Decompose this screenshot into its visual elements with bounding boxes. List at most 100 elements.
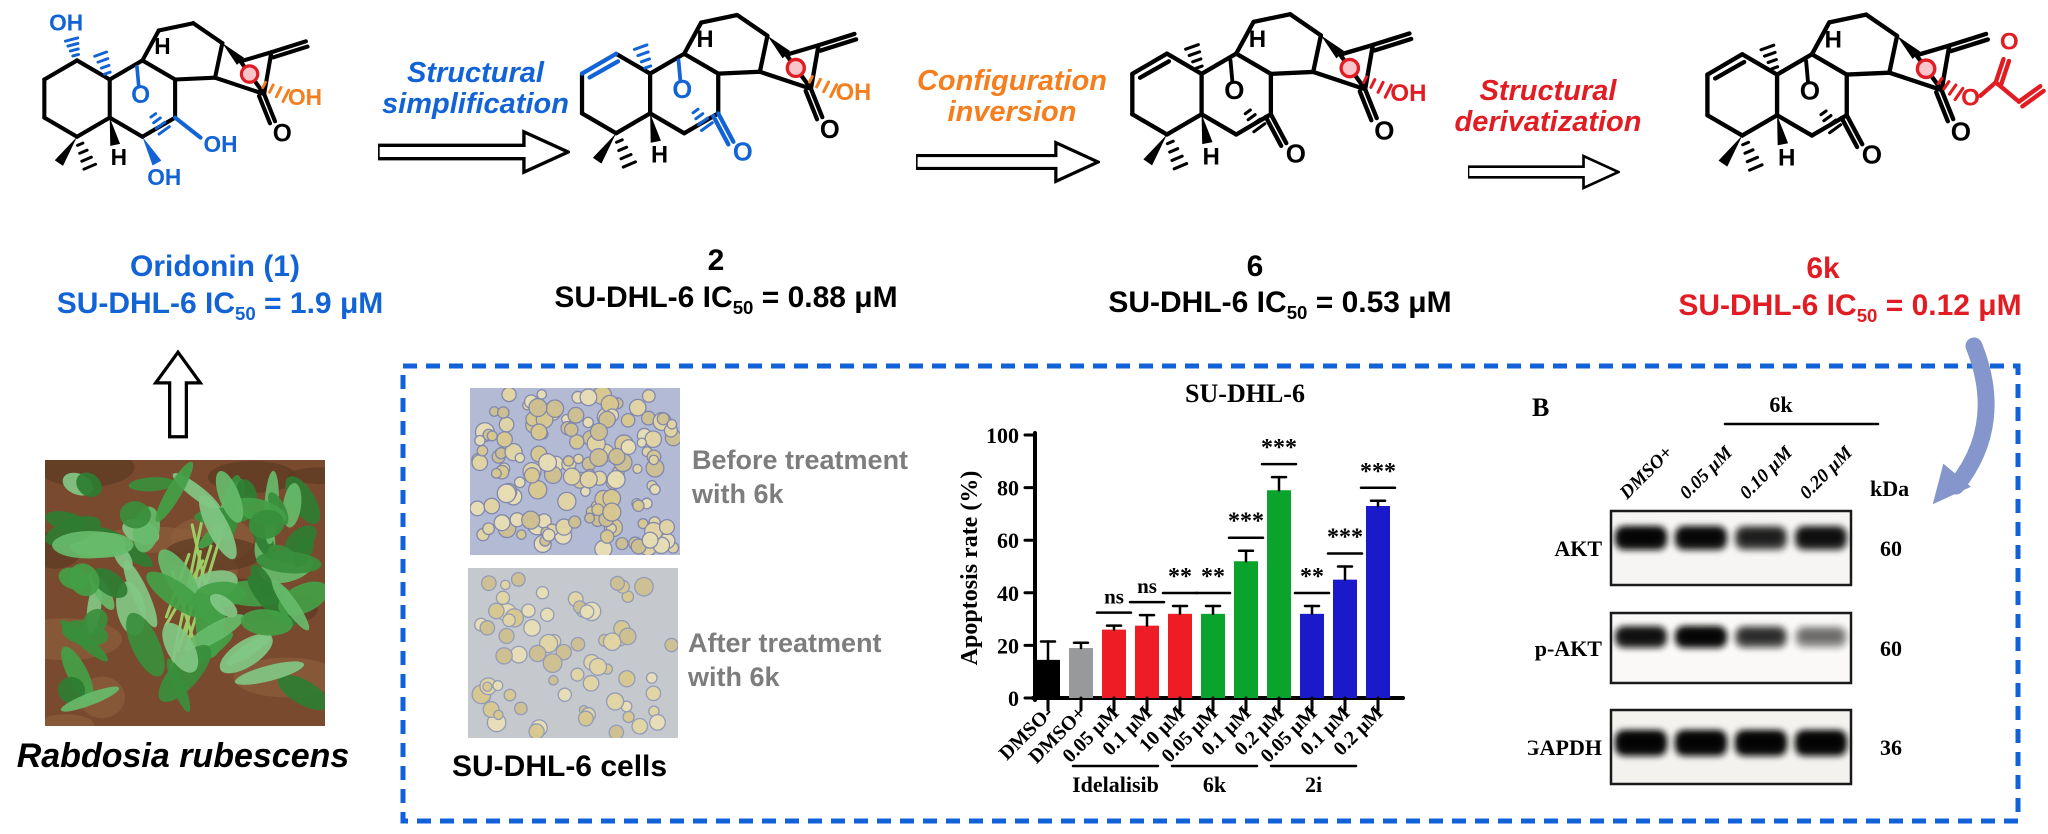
atom-label: 6k	[1203, 772, 1227, 797]
bond	[1705, 113, 1745, 138]
label-line: Before treatment	[692, 445, 909, 475]
bar	[1201, 613, 1225, 698]
atom-label: **	[1168, 564, 1192, 590]
bond	[639, 57, 651, 64]
atom-label: OH	[204, 131, 238, 157]
ic50-text: SU-DHL-6 IC	[1108, 286, 1287, 319]
cell	[496, 431, 513, 448]
bar	[1234, 561, 1258, 698]
cell	[548, 675, 559, 686]
cell	[632, 499, 645, 513]
cell	[523, 618, 541, 637]
bond	[1774, 52, 1815, 77]
leaf	[126, 612, 165, 677]
cell	[605, 692, 625, 711]
wedge-bond	[1897, 35, 1921, 60]
bond	[99, 63, 111, 70]
leaf	[60, 686, 120, 712]
bond	[1914, 43, 1952, 58]
cell	[598, 410, 616, 429]
bond	[71, 53, 80, 58]
bond	[1357, 89, 1374, 123]
cell	[562, 455, 575, 467]
bond	[1287, 12, 1324, 38]
bond	[1741, 140, 1751, 147]
bond	[140, 28, 161, 63]
bond	[107, 58, 145, 82]
atom-label: O	[1286, 138, 1306, 168]
bond	[1766, 58, 1778, 65]
cell	[579, 604, 595, 620]
bar	[1168, 613, 1192, 698]
cell	[545, 399, 565, 418]
bond	[1939, 43, 1952, 93]
bond	[1936, 76, 1944, 86]
soil-patch	[164, 536, 262, 572]
bond	[2020, 88, 2046, 109]
protein-band-core	[1679, 530, 1723, 544]
cell	[658, 518, 676, 536]
bond	[808, 75, 814, 84]
kda-value: 60	[1880, 536, 1902, 561]
bond	[1130, 112, 1170, 137]
bond	[615, 138, 624, 144]
cell	[521, 603, 536, 618]
atom-label: O	[1961, 85, 1980, 112]
bond	[1369, 78, 1377, 89]
atom-label: H	[1249, 26, 1266, 53]
bond	[1947, 31, 1989, 48]
bond	[157, 125, 171, 136]
cell	[479, 620, 496, 636]
cell	[501, 388, 517, 403]
cell	[542, 528, 556, 542]
wedge-bond	[1718, 135, 1743, 167]
protein-band-core	[1799, 734, 1843, 750]
label-line: Configuration	[916, 65, 1108, 97]
atom-label: O	[1951, 116, 1971, 146]
bond	[1165, 139, 1175, 146]
bond	[1199, 51, 1239, 77]
bond	[757, 69, 814, 91]
cell	[495, 647, 513, 665]
cell	[606, 469, 626, 490]
bond	[191, 21, 225, 46]
bond	[676, 58, 683, 84]
leaf	[184, 614, 245, 652]
bond	[1164, 112, 1204, 137]
bond	[173, 75, 218, 82]
bond	[1184, 43, 1200, 51]
bond	[682, 20, 704, 56]
cell	[577, 710, 594, 727]
bond	[1268, 69, 1316, 77]
cells-caption: SU-DHL-6 cells	[452, 750, 668, 783]
bond	[808, 86, 825, 120]
bar	[1267, 490, 1291, 698]
cell	[514, 452, 526, 464]
bond	[74, 58, 112, 82]
atom-label: Idelalisib	[1072, 772, 1159, 797]
ic50-oridonin: SU-DHL-6 IC50 = 1.9 μM	[0, 287, 440, 325]
leaf	[277, 674, 325, 711]
cell	[584, 512, 596, 524]
cell	[602, 502, 622, 522]
cell	[513, 701, 528, 716]
y-axis-label: Apoptosis rate (%)	[957, 471, 983, 666]
bond	[1809, 52, 1849, 77]
protein-band-core	[1679, 734, 1723, 750]
bond	[1705, 52, 1745, 77]
bar	[1333, 579, 1357, 698]
cell	[493, 514, 511, 532]
atom-label: O	[1374, 115, 1394, 145]
bond	[80, 155, 93, 163]
leaf	[68, 563, 100, 597]
right-block-arrow	[1468, 153, 1620, 191]
bond	[613, 111, 653, 136]
ic50-value: = 1.9 μM	[255, 287, 384, 320]
bond	[1362, 87, 1379, 121]
bond	[619, 153, 633, 161]
bond	[682, 51, 721, 76]
leaf	[240, 609, 293, 636]
blot-row-GAPDH: GAPDH 36	[1528, 708, 1902, 786]
atom-label: OH	[147, 164, 181, 190]
ic50-compound-6: SU-DHL-6 IC50 = 0.53 μM	[1090, 286, 1470, 324]
